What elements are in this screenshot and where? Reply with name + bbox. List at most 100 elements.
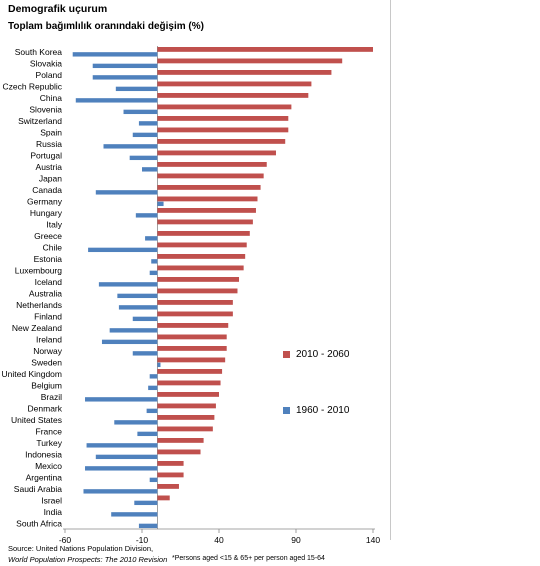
bar-2010-2060-canada xyxy=(157,185,261,190)
category-label-iceland: Iceland xyxy=(35,277,63,287)
bar-2010-2060-ireland xyxy=(157,334,227,340)
bar-2010-2060-denmark xyxy=(157,403,216,409)
category-label-chile: Chile xyxy=(43,242,63,252)
category-label-ireland: Ireland xyxy=(36,334,62,344)
category-label-norway: Norway xyxy=(33,346,63,356)
bar-2010-2060-poland xyxy=(157,70,332,75)
bar-1960-2010-switzerland xyxy=(138,121,158,126)
category-label-mexico: Mexico xyxy=(35,461,62,471)
bar-1960-2010-mexico xyxy=(85,466,158,471)
bar-2010-2060-germany xyxy=(157,196,258,202)
category-label-finland: Finland xyxy=(34,311,62,321)
bar-1960-2010-india xyxy=(111,512,158,517)
bar-1960-2010-slovenia xyxy=(123,109,158,115)
bar-2010-2060-norway xyxy=(157,346,227,351)
legend-swatch-1960-2010 xyxy=(283,407,290,414)
bar-1960-2010-saudi-arabia xyxy=(83,489,158,494)
bar-1960-2010-netherlands xyxy=(118,305,158,310)
category-label-japan: Japan xyxy=(39,173,62,183)
bar-2010-2060-south-korea xyxy=(157,47,373,52)
bar-2010-2060-estonia xyxy=(157,254,246,259)
bar-1960-2010-estonia xyxy=(151,259,158,264)
bar-1960-2010-argentina xyxy=(149,477,158,483)
category-label-south-africa: South Africa xyxy=(16,518,62,528)
category-label-turkey: Turkey xyxy=(36,438,62,448)
legend-label-1960-2010: 1960 - 2010 xyxy=(296,405,350,416)
chart-title: Demografik uçurum xyxy=(8,3,108,15)
category-label-india: India xyxy=(44,507,63,517)
bar-1960-2010-sweden xyxy=(157,362,161,368)
bar-2010-2060-sweden xyxy=(157,357,226,363)
footnote: *Persons aged <15 & 65+ per person aged … xyxy=(172,555,325,562)
category-label-sweden: Sweden xyxy=(31,357,62,367)
bar-1960-2010-south-africa xyxy=(138,523,158,529)
bar-1960-2010-united-states xyxy=(114,420,158,425)
category-label-israel: Israel xyxy=(41,495,62,505)
category-label-south-korea: South Korea xyxy=(15,47,63,57)
category-label-italy: Italy xyxy=(46,219,62,229)
bar-1960-2010-china xyxy=(75,98,158,103)
bar-1960-2010-belgium xyxy=(148,385,158,391)
legend-item-2010-2060: 2010 - 2060 xyxy=(283,349,349,360)
bar-1960-2010-south-korea xyxy=(72,52,158,57)
bar-2010-2060-greece xyxy=(157,231,250,236)
chart-subtitle: Toplam bağımlılık oranındaki değişim (%) xyxy=(8,21,204,32)
category-label-czech-republic: Czech Republic xyxy=(2,81,62,91)
category-label-brazil: Brazil xyxy=(41,392,62,402)
bar-1960-2010-turkey xyxy=(86,443,158,448)
bar-2010-2060-argentina xyxy=(157,472,184,478)
category-label-new-zealand: New Zealand xyxy=(12,323,62,333)
category-label-luxembourg: Luxembourg xyxy=(15,265,63,275)
bar-2010-2060-france xyxy=(157,426,213,432)
category-label-germany: Germany xyxy=(27,196,63,206)
category-label-australia: Australia xyxy=(29,288,62,298)
bar-2010-2060-brazil xyxy=(157,392,219,397)
bar-1960-2010-spain xyxy=(132,132,158,138)
bar-2010-2060-mexico xyxy=(157,461,184,466)
bar-1960-2010-luxembourg xyxy=(149,270,158,276)
x-tick-label-40: 40 xyxy=(214,535,224,545)
category-label-russia: Russia xyxy=(36,139,62,149)
bar-2010-2060-united-kingdom xyxy=(157,369,223,374)
bar-1960-2010-portugal xyxy=(129,155,158,161)
bar-1960-2010-australia xyxy=(117,293,158,299)
legend-label-2010-2060: 2010 - 2060 xyxy=(296,349,350,360)
bar-2010-2060-italy xyxy=(157,219,253,225)
bar-1960-2010-hungary xyxy=(135,213,158,218)
bar-1960-2010-russia xyxy=(103,144,158,149)
bar-2010-2060-israel xyxy=(157,495,170,501)
bar-2010-2060-slovakia xyxy=(157,58,343,64)
bar-2010-2060-belgium xyxy=(157,380,221,386)
bar-1960-2010-austria xyxy=(142,167,158,172)
bar-1960-2010-canada xyxy=(95,190,158,195)
bar-2010-2060-iceland xyxy=(157,277,240,282)
legend-swatch-2010-2060 xyxy=(283,351,290,358)
category-label-estonia: Estonia xyxy=(34,254,63,264)
category-label-united-kingdom: United Kingdom xyxy=(2,369,62,379)
category-label-switzerland: Switzerland xyxy=(18,116,62,126)
bar-1960-2010-israel xyxy=(134,500,158,506)
bar-2010-2060-portugal xyxy=(157,150,276,156)
category-label-slovenia: Slovenia xyxy=(29,104,62,114)
source-line-1: Source: United Nations Population Divisi… xyxy=(8,544,154,553)
category-label-canada: Canada xyxy=(32,185,62,195)
bar-2010-2060-japan xyxy=(157,173,264,179)
bar-2010-2060-united-states xyxy=(157,415,215,420)
bar-1960-2010-finland xyxy=(132,316,158,322)
bar-1960-2010-denmark xyxy=(146,408,158,414)
bar-1960-2010-greece xyxy=(145,236,158,241)
category-label-china: China xyxy=(40,93,62,103)
bar-2010-2060-australia xyxy=(157,288,238,294)
bar-1960-2010-poland xyxy=(92,75,158,80)
bar-1960-2010-chile xyxy=(88,247,158,253)
category-label-france: France xyxy=(36,426,63,436)
bar-1960-2010-iceland xyxy=(98,282,158,287)
bar-2010-2060-spain xyxy=(157,127,289,133)
bar-2010-2060-indonesia xyxy=(157,449,201,455)
bar-2010-2060-chile xyxy=(157,242,247,248)
category-label-greece: Greece xyxy=(34,231,62,241)
bar-1960-2010-france xyxy=(137,431,158,437)
bar-2010-2060-hungary xyxy=(157,208,256,213)
bar-2010-2060-austria xyxy=(157,162,267,167)
x-tick-label-90: 90 xyxy=(291,535,301,545)
